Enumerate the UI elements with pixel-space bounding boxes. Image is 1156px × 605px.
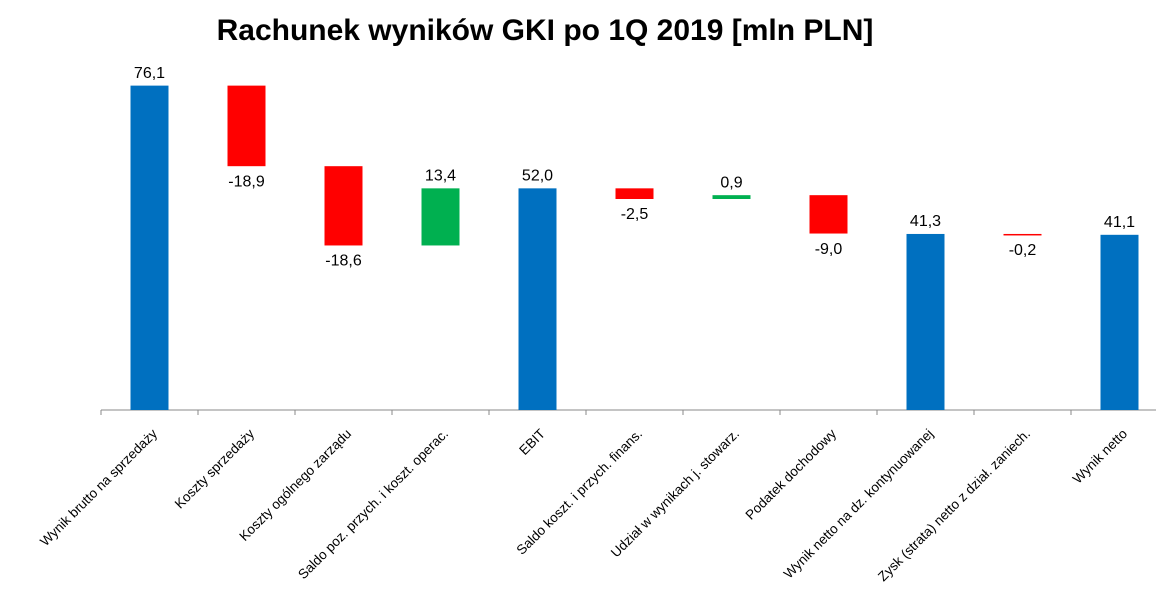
value-label: 41,3 [910,213,941,230]
x-tick-label: EBIT [516,426,548,458]
bar [809,195,848,234]
bar [1100,234,1139,410]
x-tick-label: Koszty sprzedaży [172,426,258,512]
bar [712,195,751,200]
x-tick-label: Wynik brutto na sprzedaży [37,426,160,549]
value-label: -18,6 [325,253,362,270]
bar [906,233,945,410]
bar [615,188,654,200]
value-label: 41,1 [1104,214,1135,231]
value-label: -0,2 [1009,242,1037,259]
bar [130,85,169,410]
value-label: 76,1 [134,65,165,82]
value-label: 0,9 [720,174,742,191]
bar [421,188,460,246]
bar [1003,233,1042,236]
x-tick-label: Koszty ogólnego zarządu [236,426,354,544]
x-tick-label: Zysk (strata) netto z dział. zaniech. [875,426,1033,584]
x-tick-label: Podatek dochodowy [743,426,840,523]
value-label: 52,0 [522,168,553,185]
value-label: -9,0 [815,241,843,258]
value-label: -2,5 [621,206,649,223]
bar [324,166,363,246]
chart-title: Rachunek wyników GKI po 1Q 2019 [mln PLN… [217,14,874,47]
x-tick-label: Wynik netto [1070,426,1130,486]
value-label: -18,9 [228,173,265,190]
bar [227,85,266,167]
x-tick-label: Saldo poz. przych. i koszt. operac. [295,426,451,582]
value-label: 13,4 [425,168,456,185]
bar [518,188,557,410]
